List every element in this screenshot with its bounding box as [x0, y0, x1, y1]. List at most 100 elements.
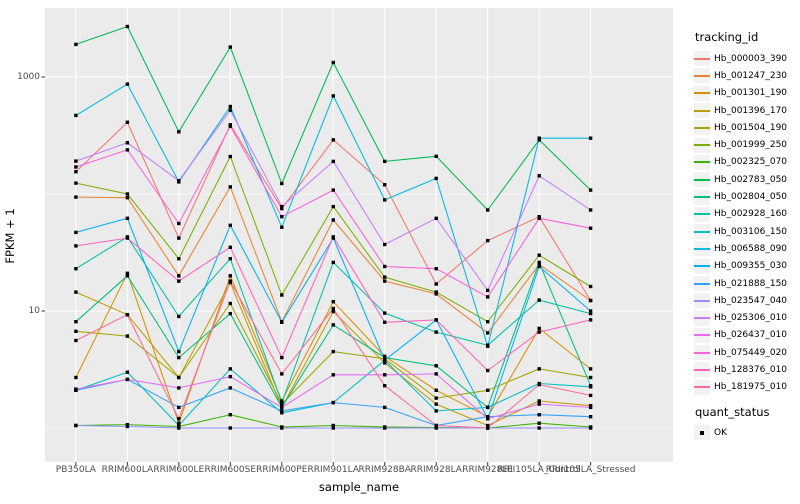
data-point: [331, 309, 335, 314]
legend-line-swatch-icon: [694, 74, 710, 77]
data-point: [486, 368, 490, 373]
data-point: [228, 185, 232, 189]
legend-line-swatch-icon: [694, 126, 710, 129]
legend-item-label: Hb_002325_070: [714, 157, 788, 168]
legend-item: Hb_000003_390: [694, 50, 798, 67]
legend-item-label: Hb_075449_020: [714, 347, 788, 358]
data-point: [434, 364, 438, 368]
legend-line-swatch-icon: [694, 230, 710, 233]
data-point: [177, 221, 181, 226]
data-point: [228, 374, 232, 379]
data-point: [125, 271, 130, 275]
legend-key: [694, 258, 710, 274]
data-point: [74, 181, 78, 185]
legend-line-swatch-icon: [694, 92, 710, 95]
data-point: [537, 382, 541, 387]
legend-item-label: Hb_026437_010: [714, 330, 788, 341]
data-point: [280, 409, 284, 413]
legend-key: [694, 345, 710, 361]
data-point: [280, 204, 284, 209]
data-point: [280, 206, 284, 211]
data-point: [177, 130, 181, 134]
data-point: [177, 257, 181, 261]
data-point: [383, 264, 387, 269]
data-point: [331, 349, 335, 354]
data-point: [331, 400, 335, 405]
data-point: [125, 422, 130, 427]
data-point: [588, 208, 593, 212]
legend-line-swatch-icon: [694, 144, 710, 147]
data-point: [434, 290, 438, 294]
data-point: [280, 426, 284, 430]
legend-line-swatch-icon: [694, 282, 710, 285]
data-point: [434, 176, 438, 181]
legend-item: Hb_009355_030: [694, 258, 798, 275]
legend-items: Hb_000003_390 Hb_001247_230 Hb_001301_190 H…: [694, 50, 798, 396]
legend-item-label: Hb_181975_010: [714, 382, 788, 393]
legend-line-swatch-icon: [694, 351, 710, 354]
quant-status-block: quant_status OK: [694, 405, 798, 441]
data-point: [177, 386, 181, 390]
data-point: [74, 290, 78, 294]
data-point: [588, 188, 593, 192]
data-point: [486, 208, 490, 212]
legend-item: Hb_025306_010: [694, 309, 798, 326]
data-point: [331, 60, 335, 65]
legend-line-swatch-icon: [694, 386, 710, 389]
legend-key: [694, 379, 710, 395]
legend-key: [694, 276, 710, 291]
data-point: [331, 159, 335, 164]
data-point: [74, 159, 78, 163]
data-point: [383, 373, 387, 377]
legend-key: [694, 51, 710, 67]
data-point: [74, 113, 78, 118]
data-point: [280, 411, 284, 415]
legend-key: [694, 327, 710, 343]
legend-item-label: Hb_128376_010: [714, 364, 788, 375]
legend-item-label: Hb_002928_160: [714, 209, 788, 220]
data-point: [588, 426, 593, 430]
legend-key: [694, 362, 710, 378]
data-point: [125, 274, 130, 278]
data-point: [383, 358, 387, 362]
data-point: [383, 311, 387, 315]
data-point: [588, 318, 593, 322]
data-point: [537, 399, 541, 403]
quant-status-key: [694, 425, 710, 441]
legend-line-swatch-icon: [694, 299, 710, 302]
data-point: [177, 279, 181, 283]
data-point: [383, 275, 387, 279]
data-point: [228, 279, 232, 283]
data-point: [125, 141, 130, 145]
data-point: [486, 405, 490, 410]
data-point: [331, 426, 335, 430]
data-point: [537, 326, 541, 331]
data-point: [331, 423, 335, 428]
data-point: [486, 417, 490, 421]
data-point: [280, 181, 284, 186]
data-point: [537, 367, 541, 371]
data-point: [125, 216, 130, 220]
legend-item-label: Hb_002783_050: [714, 174, 788, 185]
data-point: [537, 413, 541, 417]
data-point: [588, 415, 593, 419]
data-point: [486, 344, 490, 348]
data-point: [125, 424, 130, 429]
data-point: [434, 423, 438, 428]
data-point: [125, 148, 130, 152]
data-point: [228, 154, 232, 159]
legend-line-swatch-icon: [694, 161, 710, 164]
legend-item-label: Hb_003106_150: [714, 226, 788, 237]
data-point: [537, 136, 541, 140]
data-point: [177, 179, 181, 183]
data-point: [588, 367, 593, 371]
data-point: [331, 306, 335, 311]
data-point: [434, 282, 438, 286]
data-point: [486, 415, 490, 419]
data-point: [228, 274, 232, 278]
data-point: [74, 230, 78, 235]
legend-key: [694, 154, 710, 170]
legend-line-swatch-icon: [694, 109, 710, 112]
data-point: [280, 225, 284, 229]
